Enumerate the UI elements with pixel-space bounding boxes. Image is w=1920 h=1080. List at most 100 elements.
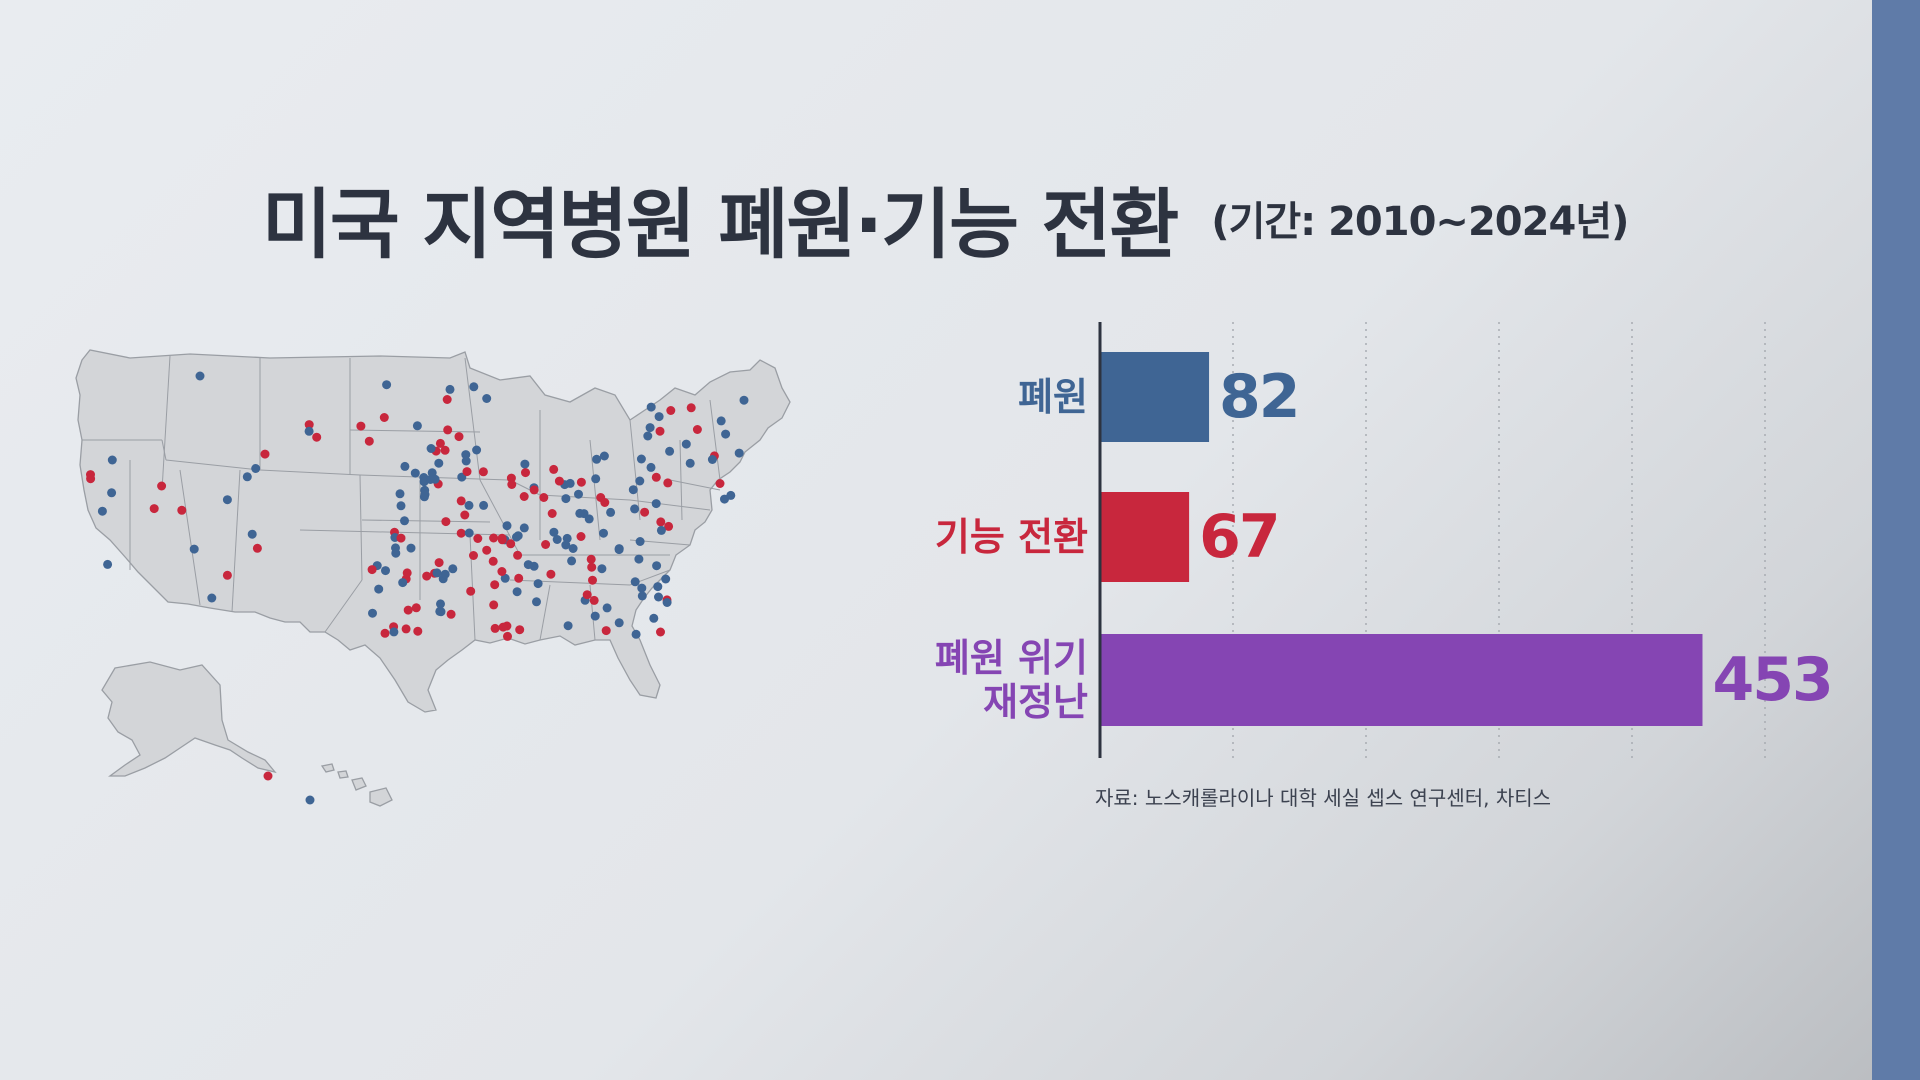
bar [1100,492,1190,582]
hospital-dot [374,584,384,594]
state-border-line [629,419,641,521]
hospital-dot [86,474,96,484]
hospital-dot [549,464,559,474]
bar-category-label: 폐원 위기 [935,636,1088,680]
hospital-dot [502,521,512,531]
side-accent-bar [1872,0,1920,1080]
hospital-dot [529,485,539,495]
hospital-dot [716,416,726,426]
hospital-dot [107,455,117,465]
hospital-dot [430,474,440,484]
hospital-dot [666,406,676,415]
hospital-dot [654,412,664,422]
state-border-line [359,474,363,581]
hospital-dot [149,504,159,514]
hospital-dot [157,481,167,491]
hospital-dot [426,444,436,453]
hospital-dot [189,544,199,554]
hospital-dot [222,570,232,580]
state-border-line [161,355,171,491]
hospital-dot [489,533,499,543]
state-border-line [259,469,361,476]
hospital-dot [523,560,533,570]
hospital-dot [398,578,408,588]
hospital-dot [640,507,650,517]
hospital-dot [591,474,601,484]
state-border-line [509,579,631,586]
chart-bars [1100,352,1703,726]
hospital-dot [411,603,421,613]
hospital-dot [576,532,586,541]
hospital-dot [654,592,663,602]
hospital-dot [635,476,645,486]
hospital-dot [614,545,624,555]
hospital-dot [630,504,640,514]
hospital-dot [513,550,523,560]
state-border-line [324,579,363,633]
hospital-dot [251,464,261,473]
hospital-dot [462,467,472,477]
state-border-line [589,439,601,541]
hospital-dot [410,468,420,478]
bar-value-label: 453 [1712,645,1831,715]
hospital-dot [401,624,411,634]
hospital-dot [97,506,107,516]
hospital-dot [552,535,562,544]
hospital-dot [490,580,500,590]
hospital-dot [561,540,571,550]
hospital-dot [635,537,645,546]
state-border-line [539,494,631,501]
hospital-dot [435,438,445,448]
hospital-dot [664,521,674,531]
title-main: 미국 지역병원 폐원·기능 전환 [262,180,1179,269]
state-border-line [165,459,261,471]
hospital-dot [403,605,413,615]
hospital-dot [631,629,641,639]
hospital-dot [599,528,608,538]
hospital-dot [456,528,466,538]
hospital-dot [402,568,412,578]
hospital-dot [382,380,392,390]
hospital-dot [726,490,736,500]
hospital-dot [614,618,624,628]
hospital-dot [739,395,749,405]
hospital-dot [519,523,529,533]
hospital-dot [454,432,464,442]
hospital-dot [420,490,430,499]
hospital-dot [565,478,575,488]
hospital-dot [498,622,508,632]
hospital-dot [602,603,612,613]
hospital-dot [464,528,474,538]
state-border-line [349,429,481,433]
hospital-dot [584,514,594,524]
hospital-dot [692,425,702,434]
hospital-dot [368,608,377,618]
hospital-dot [497,533,507,543]
hospital-dot [652,561,662,571]
hospital-dot [656,525,666,535]
hospital-dot [506,473,516,483]
hospital-dot [576,477,586,487]
hospital-dot [466,586,476,596]
hospital-dot [588,575,597,585]
hospital-dot [479,500,489,510]
hospital-dot [589,595,599,605]
hospital-dot [413,626,423,636]
hospital-dot [461,456,471,466]
hospital-dot [461,450,471,460]
hospital-dot [646,402,656,412]
hospital-dot [472,445,482,455]
hospital-dot [653,582,663,592]
hospital-dot [380,628,390,638]
hospital-dot [252,543,262,553]
bar-category-label: 재정난 [983,680,1088,724]
hospital-dot [356,421,366,431]
hospital-dot [628,485,638,495]
hospital-dot [634,554,644,564]
hospital-dot [637,583,647,593]
alaska-shape [101,661,277,777]
hospital-dot [649,613,659,623]
us-map [70,340,840,814]
bar [1100,352,1210,442]
hospital-dot [478,467,488,477]
